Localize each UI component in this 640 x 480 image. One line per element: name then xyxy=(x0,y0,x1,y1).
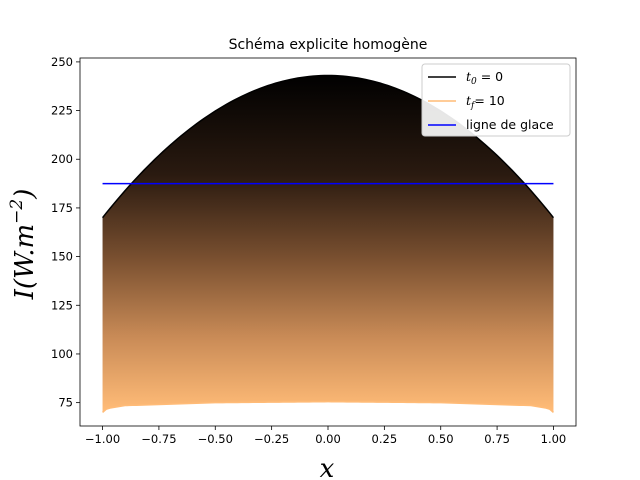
x-tick-label: −0.50 xyxy=(198,432,233,446)
y-tick-label: 100 xyxy=(51,347,73,361)
y-axis-label-close: ) xyxy=(10,189,40,200)
x-tick-label: −0.75 xyxy=(141,432,176,446)
legend-label: tf= 10 xyxy=(466,93,505,111)
temperature-area xyxy=(102,75,554,413)
legend-label: ligne de glace xyxy=(466,117,554,132)
x-tick-label: −0.25 xyxy=(254,432,289,446)
y-axis-label-exponent: −2 xyxy=(7,199,27,224)
y-axis-ticks: 75 100 125 150 175 200 225 250 xyxy=(51,55,80,410)
x-tick-label: 1.00 xyxy=(541,432,567,446)
y-axis-label-base: I(W.m xyxy=(10,224,40,301)
y-tick-label: 150 xyxy=(51,250,73,264)
x-tick-label: 0.50 xyxy=(428,432,454,446)
x-axis-ticks: −1.00 −0.75 −0.50 −0.25 0.00 0.25 0.50 0.75 1.00 xyxy=(85,426,566,446)
x-tick-label: 0.75 xyxy=(484,432,510,446)
plot-area xyxy=(101,74,555,413)
chart-title: Schéma explicite homogène xyxy=(229,37,428,53)
initial-curve xyxy=(101,74,555,219)
y-tick-label: 225 xyxy=(51,104,73,118)
legend-box xyxy=(421,63,571,137)
x-tick-label: −1.00 xyxy=(85,432,120,446)
final-curve xyxy=(102,400,554,413)
x-tick-label: 0.00 xyxy=(315,432,341,446)
y-tick-label: 250 xyxy=(51,55,73,69)
x-axis-label: x xyxy=(320,454,335,480)
y-axis-label: I(W.m−2) xyxy=(7,189,40,301)
y-tick-label: 200 xyxy=(51,152,73,166)
y-tick-label: 75 xyxy=(58,396,73,410)
y-tick-label: 125 xyxy=(51,298,73,312)
y-tick-label: 175 xyxy=(51,201,73,215)
legend-label: t0 = 0 xyxy=(466,69,503,87)
legend: t0 = 0 tf= 10 ligne de glace xyxy=(421,63,571,137)
x-tick-label: 0.25 xyxy=(372,432,398,446)
